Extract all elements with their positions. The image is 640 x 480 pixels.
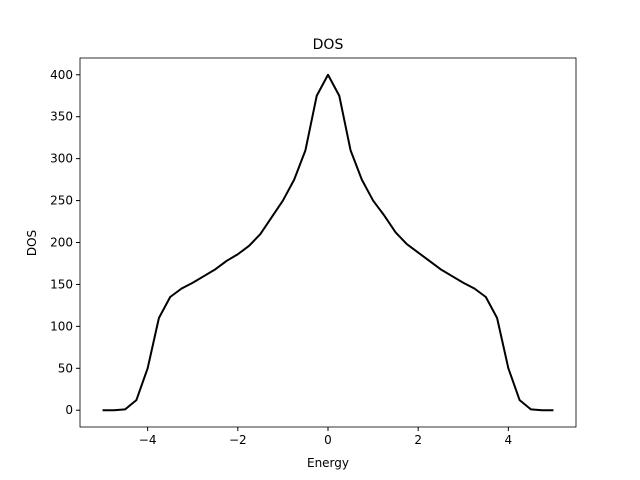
y-tick-label: 400 bbox=[50, 68, 73, 82]
x-tick-label: 0 bbox=[324, 433, 332, 447]
y-tick-label: 250 bbox=[50, 194, 73, 208]
y-tick-label: 150 bbox=[50, 277, 73, 291]
plot-frame bbox=[79, 57, 577, 428]
y-tick-label: 200 bbox=[50, 236, 73, 250]
y-axis-label: DOS bbox=[25, 230, 39, 256]
y-tick-label: 0 bbox=[65, 403, 73, 417]
y-tick-label: 100 bbox=[50, 319, 73, 333]
x-tick-label: −4 bbox=[139, 433, 157, 447]
y-tick-label: 350 bbox=[50, 110, 73, 124]
chart-title: DOS bbox=[313, 37, 344, 53]
line-series bbox=[102, 73, 554, 412]
y-tick-label: 50 bbox=[58, 361, 73, 375]
x-tick-label: −2 bbox=[229, 433, 247, 447]
x-tick-label: 2 bbox=[414, 433, 422, 447]
y-tick-label: 300 bbox=[50, 152, 73, 166]
x-axis-label: Energy bbox=[307, 456, 349, 470]
x-tick-label: 4 bbox=[505, 433, 513, 447]
